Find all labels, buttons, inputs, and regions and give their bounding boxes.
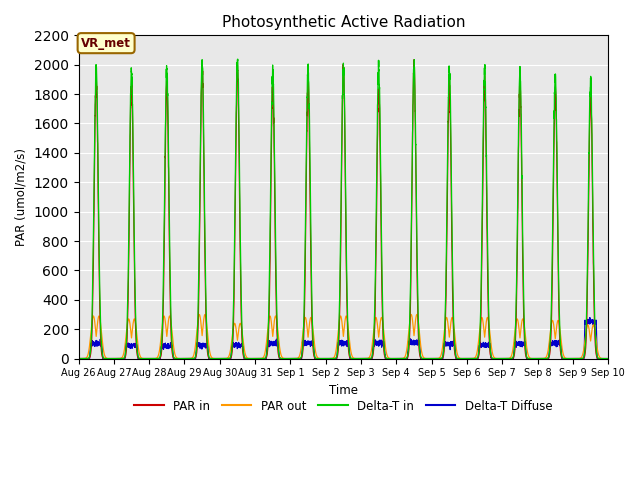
Y-axis label: PAR (umol/m2/s): PAR (umol/m2/s) bbox=[15, 148, 28, 246]
Delta-T in bbox=[170, 354, 177, 360]
Title: Photosynthetic Active Radiation: Photosynthetic Active Radiation bbox=[221, 15, 465, 30]
PAR out bbox=[604, 356, 612, 361]
Delta-T Diffuse bbox=[462, 356, 470, 361]
PAR in bbox=[410, 57, 418, 63]
PAR in bbox=[569, 356, 577, 361]
Line: PAR in: PAR in bbox=[79, 60, 608, 359]
PAR out bbox=[492, 356, 500, 361]
PAR out bbox=[462, 356, 470, 361]
Delta-T Diffuse bbox=[604, 356, 611, 361]
PAR in bbox=[604, 356, 611, 361]
Delta-T in bbox=[462, 356, 470, 361]
Delta-T Diffuse bbox=[433, 356, 440, 361]
PAR out bbox=[75, 356, 83, 361]
Delta-T in bbox=[604, 356, 612, 361]
PAR in bbox=[462, 356, 470, 361]
PAR in bbox=[170, 355, 177, 361]
PAR in bbox=[433, 356, 440, 361]
Text: VR_met: VR_met bbox=[81, 36, 131, 49]
Delta-T in bbox=[569, 356, 577, 361]
PAR out bbox=[604, 356, 611, 361]
Delta-T in bbox=[433, 356, 440, 361]
Delta-T Diffuse bbox=[604, 356, 612, 361]
Line: PAR out: PAR out bbox=[79, 314, 608, 359]
Delta-T Diffuse bbox=[586, 315, 594, 321]
Delta-T in bbox=[324, 356, 332, 361]
PAR in bbox=[492, 356, 500, 361]
X-axis label: Time: Time bbox=[329, 384, 358, 397]
PAR out bbox=[433, 356, 440, 361]
Delta-T Diffuse bbox=[492, 356, 500, 361]
PAR in bbox=[323, 356, 331, 361]
PAR in bbox=[75, 356, 83, 361]
Legend: PAR in, PAR out, Delta-T in, Delta-T Diffuse: PAR in, PAR out, Delta-T in, Delta-T Dif… bbox=[129, 395, 557, 417]
Delta-T Diffuse bbox=[323, 356, 331, 361]
Line: Delta-T in: Delta-T in bbox=[79, 59, 608, 359]
PAR out bbox=[569, 356, 577, 361]
Delta-T in bbox=[492, 356, 500, 361]
PAR in bbox=[604, 356, 612, 361]
Delta-T Diffuse bbox=[75, 356, 83, 361]
PAR out bbox=[195, 312, 203, 317]
Line: Delta-T Diffuse: Delta-T Diffuse bbox=[79, 318, 608, 359]
Delta-T in bbox=[75, 356, 83, 361]
Delta-T in bbox=[604, 356, 611, 361]
PAR out bbox=[170, 345, 177, 350]
Delta-T Diffuse bbox=[170, 356, 177, 361]
Delta-T in bbox=[234, 56, 241, 62]
PAR out bbox=[324, 356, 332, 361]
